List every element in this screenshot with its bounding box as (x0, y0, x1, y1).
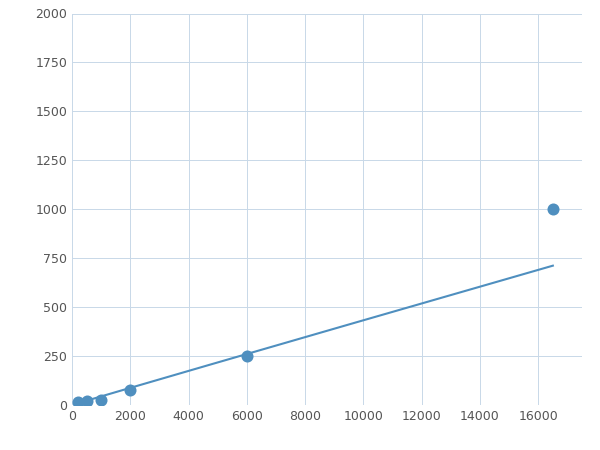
Point (242, 352, 251, 360)
Point (548, 206, 557, 213)
Point (125, 387, 135, 394)
Point (97, 396, 106, 404)
Point (73, 398, 83, 405)
Point (82, 397, 91, 405)
